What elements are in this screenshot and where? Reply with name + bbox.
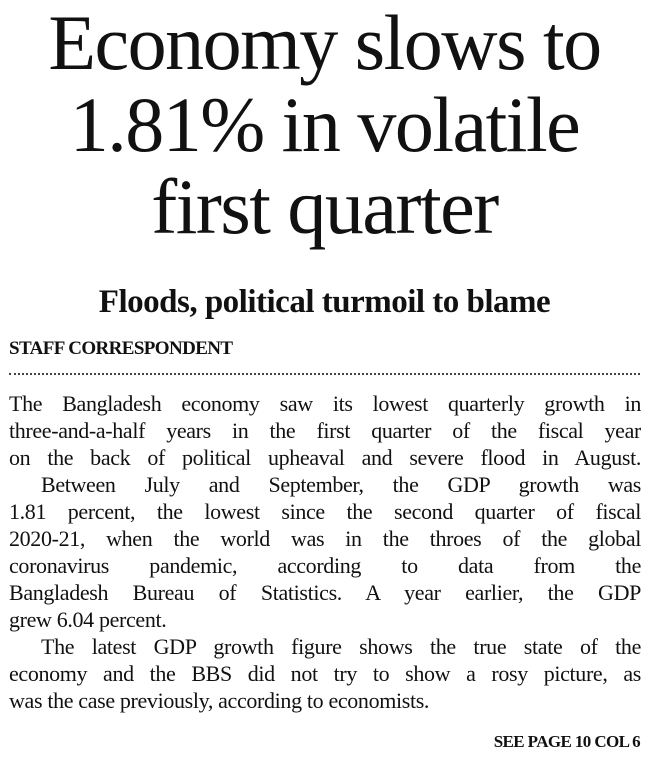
paragraph: The Bangladesh economy saw its lowest qu… xyxy=(9,390,641,471)
body-line: The Bangladesh economy saw its lowest qu… xyxy=(9,391,641,416)
continuation-jump-line: SEE PAGE 10 COL 6 xyxy=(493,732,641,751)
headline-line: 1.81% in volatile xyxy=(69,81,581,168)
headline-line: first quarter xyxy=(151,163,499,250)
article-body: The Bangladesh economy saw its lowest qu… xyxy=(9,390,641,714)
body-line: three-and-a-half years in the first quar… xyxy=(9,418,641,443)
headline-line: Economy slows to xyxy=(48,0,602,86)
dotted-divider xyxy=(9,373,640,375)
body-line: Bangladesh Bureau of Statistics. A year … xyxy=(9,580,641,605)
body-line: coronavirus pandemic, according to data … xyxy=(9,553,641,578)
body-line: on the back of political upheaval and se… xyxy=(9,445,641,470)
body-line: economy and the BBS did not try to show … xyxy=(9,661,641,686)
paragraph: The latest GDP growth figure shows the t… xyxy=(9,633,641,714)
byline: STAFF CORRESPONDENT xyxy=(9,338,233,359)
subheadline: Floods, political turmoil to blame xyxy=(98,284,551,320)
body-line: was the case previously, according to ec… xyxy=(9,688,430,713)
body-line: The latest GDP growth figure shows the t… xyxy=(41,634,641,659)
body-line: Between July and September, the GDP grow… xyxy=(41,472,641,497)
body-line: grew 6.04 percent. xyxy=(9,607,167,632)
paragraph: Between July and September, the GDP grow… xyxy=(9,471,641,633)
body-line: 2020-21, when the world was in the throe… xyxy=(9,526,641,551)
headline: Economy slows to 1.81% in volatile first… xyxy=(0,2,649,248)
body-line: 1.81 percent, the lowest since the secon… xyxy=(9,499,641,524)
